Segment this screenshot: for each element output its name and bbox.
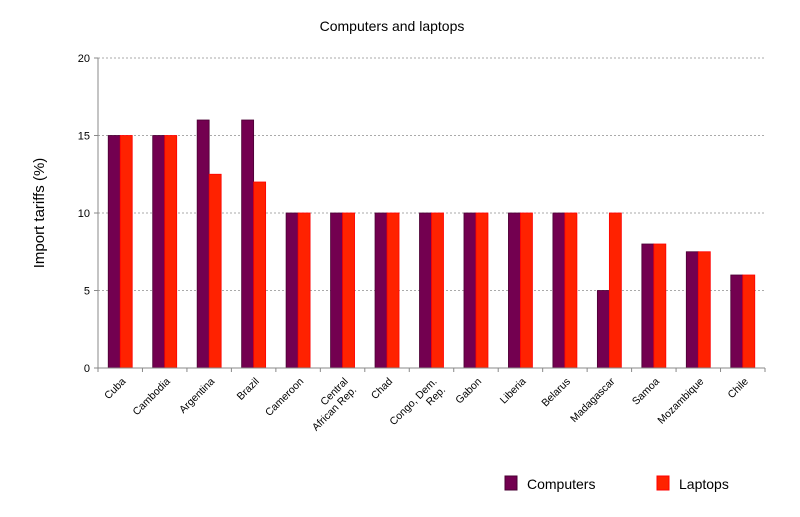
x-tick-label: Madagascar (568, 375, 618, 425)
y-tick-label: 5 (84, 286, 90, 298)
legend-label-computers: Computers (527, 476, 595, 492)
bar-laptops (253, 181, 267, 369)
y-tick-label: 10 (78, 208, 90, 220)
x-tick-label: Chile (725, 376, 751, 402)
bar-computers (285, 212, 299, 369)
bar-computers (330, 212, 343, 369)
x-tick-label-line: Samoa (630, 376, 662, 408)
legend-label-laptops: Laptops (679, 476, 729, 492)
x-tick-label: Argentina (177, 376, 217, 416)
x-tick-label: Samoa (630, 376, 662, 408)
x-tick-label-line: Cameroon (263, 376, 306, 419)
legend-swatch-laptops (656, 475, 670, 491)
bar-laptops (475, 212, 489, 369)
legend-swatch-computers (504, 475, 518, 491)
x-tick-label-line: Chile (725, 376, 751, 402)
bar-computers (196, 119, 210, 369)
x-tick-label: Belarus (539, 376, 573, 410)
bar-computers (107, 135, 121, 369)
bar-laptops (342, 212, 355, 369)
bar-computers (552, 212, 566, 369)
chart-title: Computers and laptops (320, 18, 465, 34)
y-tick-label: 20 (78, 53, 90, 65)
bar-computers (730, 274, 744, 369)
bar-computers (685, 251, 699, 369)
y-axis-label: Import tariffs (%) (31, 158, 48, 269)
x-tick-label-line: Cuba (102, 376, 128, 402)
x-tick-label-line: Brazil (235, 376, 262, 403)
bar-laptops (564, 212, 578, 369)
x-tick-label-line: Madagascar (568, 375, 618, 425)
x-tick-label-line: Belarus (539, 376, 573, 410)
x-tick-label: Cuba (102, 376, 128, 402)
bar-computers (596, 290, 610, 369)
x-tick-label-line: Chad (369, 376, 395, 402)
y-tick-label: 15 (78, 131, 90, 143)
x-tick-label: CentralAfrican Rep. (301, 376, 359, 434)
bar-computers (508, 212, 521, 369)
bar-laptops (119, 135, 133, 369)
bar-laptops (653, 243, 667, 369)
bar-computers (152, 135, 166, 369)
bar-laptops (208, 173, 222, 369)
bar-computers (641, 243, 655, 369)
x-tick-label: Brazil (235, 376, 262, 403)
x-tick-label: Gabon (453, 376, 484, 407)
x-tick-label: Chad (369, 376, 395, 402)
y-tick-label: 0 (84, 363, 90, 375)
x-tick-label: Cameroon (263, 376, 306, 419)
bar-laptops (297, 212, 311, 369)
bar-laptops (697, 251, 711, 369)
bar-computers (463, 212, 477, 369)
bar-laptops (386, 212, 400, 369)
x-tick-label-line: Gabon (453, 376, 484, 407)
bar-laptops (431, 212, 444, 369)
bar-laptops (164, 135, 178, 369)
bar-laptops (520, 212, 533, 369)
x-tick-label-line: Liberia (498, 376, 529, 407)
x-tick-label: Liberia (498, 376, 529, 407)
x-tick-label: Mozambique (655, 376, 706, 427)
x-tick-label: Cambodia (130, 376, 172, 418)
x-tick-label: Congo, Dem.Rep. (387, 376, 448, 437)
bar-laptops (608, 212, 622, 369)
x-tick-label-line: Mozambique (655, 376, 706, 427)
bar-computers (241, 119, 255, 369)
x-tick-label-line: Cambodia (130, 376, 172, 418)
x-tick-label-line: Argentina (177, 376, 217, 416)
bar-computers (419, 212, 432, 369)
bar-computers (374, 212, 388, 369)
bar-laptops (742, 274, 756, 369)
